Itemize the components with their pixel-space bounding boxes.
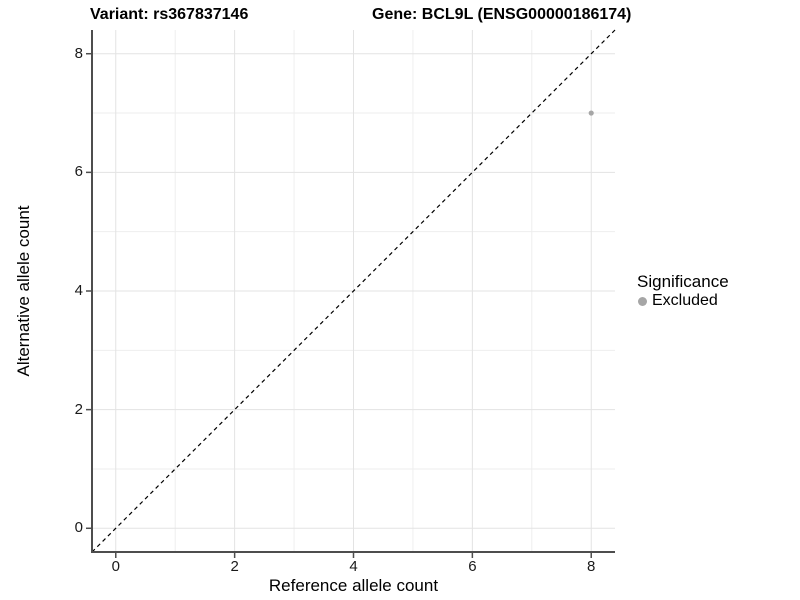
x-tick-label: 0 <box>111 558 120 575</box>
x-tick-label: 6 <box>468 558 477 575</box>
plot-title-gene: Gene: BCL9L (ENSG00000186174) <box>372 6 632 23</box>
x-axis-title: Reference allele count <box>268 576 439 595</box>
y-tick-label: 4 <box>74 282 83 299</box>
legend-item-label: Excluded <box>652 292 718 309</box>
y-tick-label: 0 <box>74 519 83 537</box>
legend-item-excluded: Excluded <box>630 292 729 310</box>
y-tick-label: 2 <box>74 400 83 418</box>
scatter-point-excluded <box>588 110 594 116</box>
legend-point-icon <box>638 296 647 306</box>
legend: Significance Excluded <box>630 272 729 310</box>
x-tick-label: 2 <box>230 558 239 575</box>
y-axis-title: Alternative allele count <box>14 205 33 377</box>
x-tick-label: 4 <box>349 558 358 575</box>
y-tick-label: 6 <box>74 163 83 181</box>
y-tick-label: 8 <box>74 44 83 62</box>
x-tick-label: 8 <box>587 558 596 575</box>
plot-title-variant: Variant: rs367837146 <box>90 6 249 23</box>
identity-line <box>91 29 616 553</box>
legend-title: Significance <box>637 272 729 291</box>
